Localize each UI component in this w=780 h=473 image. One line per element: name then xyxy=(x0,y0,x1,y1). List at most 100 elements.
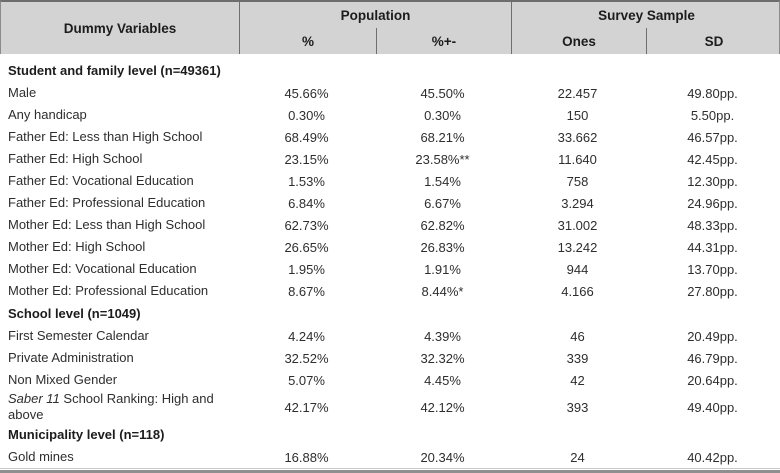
cell-population-pm: 1.54% xyxy=(424,173,461,189)
cell-sd: 24.96pp. xyxy=(687,195,738,211)
table-row: Male 45.66% 45.50% 22.457 49.80pp. xyxy=(0,82,780,104)
cell-ones: 31.002 xyxy=(557,217,598,233)
row-label-italic: Saber 11 xyxy=(8,391,60,406)
cell-population-pm: 23.58%** xyxy=(415,151,470,167)
cell-sd: 20.49pp. xyxy=(687,328,738,344)
row-label: Father Ed: High School xyxy=(8,151,143,166)
cell-ones: 3.294 xyxy=(561,195,594,211)
section-row: School level (n=1049) xyxy=(0,302,780,325)
row-label-cell: Any handicap xyxy=(0,107,238,123)
cell-ones: 24 xyxy=(570,449,585,465)
cell-sd: 44.31pp. xyxy=(687,239,738,255)
cell-population-pct: 16.88% xyxy=(284,449,329,465)
cell-ones: 339 xyxy=(566,350,589,366)
cell-population-pm: 42.12% xyxy=(420,399,465,415)
row-label-cell: Mother Ed: High School xyxy=(0,239,238,255)
cell-sd: 12.30pp. xyxy=(687,173,738,189)
header-dummy-variables: Dummy Variables xyxy=(63,20,177,36)
table-row: Saber 11 School Ranking: High and above … xyxy=(0,391,780,423)
section-label: Municipality level (n=118) xyxy=(8,427,165,442)
section-row: Student and family level (n=49361) xyxy=(0,59,780,82)
cell-ones: 22.457 xyxy=(557,85,598,101)
row-label: Father Ed: Vocational Education xyxy=(8,173,194,188)
row-label-cell: First Semester Calendar xyxy=(0,328,238,344)
cell-sd: 13.70pp. xyxy=(687,261,738,277)
cell-ones: 11.640 xyxy=(558,151,597,167)
table-row: Mother Ed: High School 26.65% 26.83% 13.… xyxy=(0,236,780,258)
table-row: Any handicap 0.30% 0.30% 150 5.50pp. xyxy=(0,104,780,126)
table-row: Private Administration 32.52% 32.32% 339… xyxy=(0,347,780,369)
row-label: Father Ed: Professional Education xyxy=(8,195,206,210)
cell-sd: 48.33pp. xyxy=(687,217,738,233)
cell-population-pct: 45.66% xyxy=(284,85,329,101)
row-label-cell: Mother Ed: Vocational Education xyxy=(0,261,238,277)
row-label-cell: Mother Ed: Professional Education xyxy=(0,283,238,299)
header-population-pm: %+- xyxy=(376,28,511,54)
row-label-cell: Gold mines xyxy=(0,449,238,465)
cell-population-pct: 1.95% xyxy=(288,261,325,277)
table-row: Father Ed: Professional Education 6.84% … xyxy=(0,192,780,214)
cell-population-pm: 26.83% xyxy=(420,239,465,255)
cell-sd: 40.42pp. xyxy=(687,449,738,465)
cell-population-pm: 1.91% xyxy=(424,261,461,277)
cell-sd: 49.80pp. xyxy=(687,85,738,101)
cell-population-pm: 8.44%* xyxy=(421,283,464,299)
row-label-cell: Father Ed: Vocational Education xyxy=(0,173,238,189)
header-population-pct: % xyxy=(239,28,376,54)
row-label: First Semester Calendar xyxy=(8,328,149,343)
row-label-cell: Father Ed: High School xyxy=(0,151,238,167)
row-label: Mother Ed: High School xyxy=(8,239,146,254)
table-header: Dummy Variables Population Survey Sample… xyxy=(0,0,780,54)
cell-ones: 4.166 xyxy=(561,283,594,299)
cell-population-pct: 6.84% xyxy=(288,195,325,211)
cell-population-pct: 68.49% xyxy=(284,129,329,145)
cell-population-pm: 4.39% xyxy=(424,328,461,344)
cell-population-pm: 0.30% xyxy=(424,107,461,123)
table-row: Mother Ed: Professional Education 8.67% … xyxy=(0,280,780,302)
cell-population-pct: 1.53% xyxy=(288,173,325,189)
cell-population-pct: 5.07% xyxy=(288,372,325,388)
cell-population-pct: 42.17% xyxy=(284,399,329,415)
table-row: Mother Ed: Vocational Education 1.95% 1.… xyxy=(0,258,780,280)
cell-sd: 27.80pp. xyxy=(687,283,738,299)
cell-population-pct: 4.24% xyxy=(288,328,325,344)
cell-population-pm: 62.82% xyxy=(420,217,465,233)
cell-population-pct: 0.30% xyxy=(288,107,325,123)
row-label-cell: Non Mixed Gender xyxy=(0,372,238,388)
row-label-cell: Father Ed: Professional Education xyxy=(0,195,238,211)
row-label-cell: Father Ed: Less than High School xyxy=(0,129,238,145)
cell-population-pm: 68.21% xyxy=(420,129,465,145)
cell-sd: 49.40pp. xyxy=(687,399,738,415)
cell-population-pct: 8.67% xyxy=(288,283,325,299)
table-row: Father Ed: Less than High School 68.49% … xyxy=(0,126,780,148)
header-group-population: Population xyxy=(239,2,511,28)
cell-population-pct: 62.73% xyxy=(284,217,329,233)
cell-population-pm: 45.50% xyxy=(420,85,465,101)
cell-population-pct: 23.15% xyxy=(284,151,329,167)
cell-population-pct: 26.65% xyxy=(284,239,329,255)
cell-sd: 46.57pp. xyxy=(687,129,738,145)
header-sd: SD xyxy=(646,28,780,54)
table-row: First Semester Calendar 4.24% 4.39% 46 2… xyxy=(0,325,780,347)
row-label: Male xyxy=(8,85,37,100)
cell-population-pm: 20.34% xyxy=(420,449,465,465)
cell-ones: 46 xyxy=(570,328,585,344)
cell-sd: 5.50pp. xyxy=(690,107,735,123)
row-label: Non Mixed Gender xyxy=(8,372,118,387)
cell-ones: 393 xyxy=(566,399,589,415)
bottom-rule-gap xyxy=(0,469,780,470)
bottom-rule-light xyxy=(0,468,780,469)
row-label-cell: Male xyxy=(0,85,238,101)
header-group-survey-sample: Survey Sample xyxy=(511,2,780,28)
cell-ones: 758 xyxy=(566,173,589,189)
row-label: Gold mines xyxy=(8,449,74,464)
table-body: Student and family level (n=49361) Male … xyxy=(0,54,780,468)
section-label: School level (n=1049) xyxy=(8,306,141,321)
cell-sd: 42.45pp. xyxy=(687,151,738,167)
row-label: Any handicap xyxy=(8,107,87,122)
row-label: Father Ed: Less than High School xyxy=(8,129,203,144)
row-label: Mother Ed: Professional Education xyxy=(8,283,209,298)
cell-ones: 13.242 xyxy=(557,239,598,255)
cell-population-pm: 4.45% xyxy=(424,372,461,388)
row-label-cell: Private Administration xyxy=(0,350,238,366)
